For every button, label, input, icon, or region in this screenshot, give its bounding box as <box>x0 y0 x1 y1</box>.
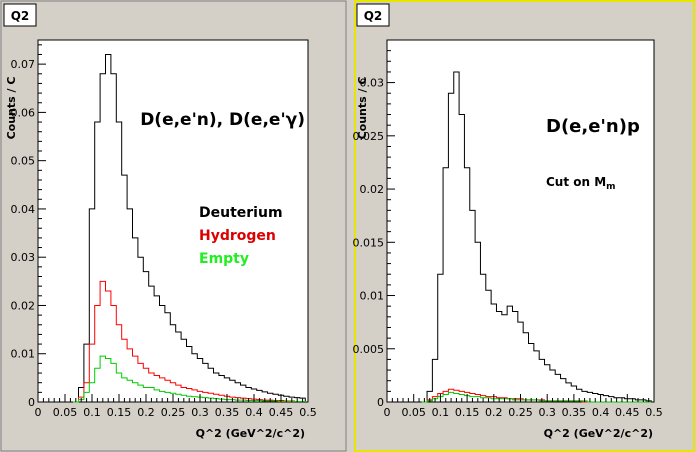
y-tick-label-right: 0.025 <box>353 130 385 143</box>
panel-left-label: Q2 <box>11 9 30 23</box>
chart-title-left: D(e,e'n), D(e,e'γ) <box>140 110 305 130</box>
plot-area-left <box>37 39 309 403</box>
panel-right-label: Q2 <box>364 9 383 23</box>
y-tick-label-left: 0.02 <box>11 299 36 312</box>
y-axis-label-right: Counts / C <box>356 77 369 140</box>
x-axis-left: 0 0.05 0.1 0.15 0.2 0.25 0.3 0.35 0.4 0.45 0.5 <box>35 394 317 419</box>
x-tick-label-left: 0.35 <box>215 406 240 419</box>
series-line-left-deuterium <box>73 53 306 403</box>
y-tick-label-left: 0.04 <box>11 203 36 216</box>
y-tick-label-left: 0.03 <box>11 251 36 264</box>
x-tick-label-right: 0.5 <box>645 406 663 419</box>
annotation-right: Cut on Mm <box>546 175 616 192</box>
y-tick-label-right: 0.02 <box>360 183 385 196</box>
series-line-right-0 <box>421 71 652 403</box>
panel-left-label-box <box>3 3 37 27</box>
x-tick-label-left: 0.5 <box>299 406 317 419</box>
legend-empty: Empty <box>199 251 249 267</box>
y-tick-label-left: 0 <box>28 396 35 409</box>
y-tick-label-left: 0.06 <box>11 106 36 119</box>
panel-right-label-box <box>356 3 390 27</box>
x-tick-label-right: 0.3 <box>538 406 556 419</box>
x-axis-label-right: Q^2 (GeV^2/c^2) <box>544 427 653 440</box>
x-tick-label-right: 0.25 <box>508 406 533 419</box>
x-tick-label-left: 0.4 <box>245 406 263 419</box>
y-tick-label-left: 0.05 <box>11 155 36 168</box>
plot-area-right <box>386 39 655 403</box>
annotation-text: Cut on M <box>546 175 606 189</box>
x-tick-label-right: 0.15 <box>455 406 480 419</box>
x-tick-label-right: 0.1 <box>432 406 450 419</box>
x-tick-label-right: 0.4 <box>592 406 610 419</box>
x-tick-label-left: 0.15 <box>107 406 132 419</box>
x-axis-right: 0 0.05 0.1 0.15 0.2 0.25 0.3 0.35 0.4 0.45 0.5 <box>384 394 663 419</box>
y-tick-label-right: 0.03 <box>360 77 385 90</box>
x-tick-label-left: 0.45 <box>269 406 294 419</box>
legend-deuterium: Deuterium <box>199 205 283 221</box>
y-tick-label-right: 0.015 <box>353 236 385 249</box>
panel-right: Q2 0 0.05 0.1 0.15 0.2 0.25 0.3 0.35 0.4 0.45 0.5 … <box>353 0 695 452</box>
x-tick-label-right: 0.35 <box>562 406 587 419</box>
x-tick-label-right: 0 <box>384 406 391 419</box>
y-tick-label-left: 0.01 <box>11 348 36 361</box>
panel-left: Q2 0 0.05 0.1 0.15 0.2 0.25 0.3 0.35 0.4 0.45 0.5 … <box>0 0 347 452</box>
x-tick-label-left: 0.2 <box>137 406 155 419</box>
x-tick-label-right: 0.05 <box>401 406 426 419</box>
y-tick-label-right: 0.01 <box>360 290 385 303</box>
x-tick-label-left: 0 <box>35 406 42 419</box>
x-tick-label-left: 0.25 <box>161 406 186 419</box>
x-axis-label-left: Q^2 (GeV^2/c^2) <box>196 427 305 440</box>
y-axis-label-left: Counts / C <box>5 77 18 140</box>
x-tick-label-left: 0.3 <box>191 406 209 419</box>
annotation-subscript: m <box>606 182 615 192</box>
y-tick-label-right: 0.005 <box>353 343 385 356</box>
y-axis-right: 0 0.005 0.01 0.015 0.02 0.025 0.03 <box>353 39 395 409</box>
x-tick-label-right: 0.45 <box>615 406 640 419</box>
y-axis-left: 0 0.01 0.02 0.03 0.04 0.05 0.06 0.07 <box>11 44 46 409</box>
x-tick-label-right: 0.2 <box>485 406 503 419</box>
y-tick-label-right: 0 <box>377 396 384 409</box>
legend-hydrogen: Hydrogen <box>199 228 276 244</box>
series-line-left-hydrogen <box>73 280 306 403</box>
x-tick-label-left: 0.1 <box>83 406 101 419</box>
y-tick-label-left: 0.07 <box>11 58 36 71</box>
x-tick-label-left: 0.05 <box>53 406 78 419</box>
chart-title-right: D(e,e'n)p <box>546 116 640 137</box>
